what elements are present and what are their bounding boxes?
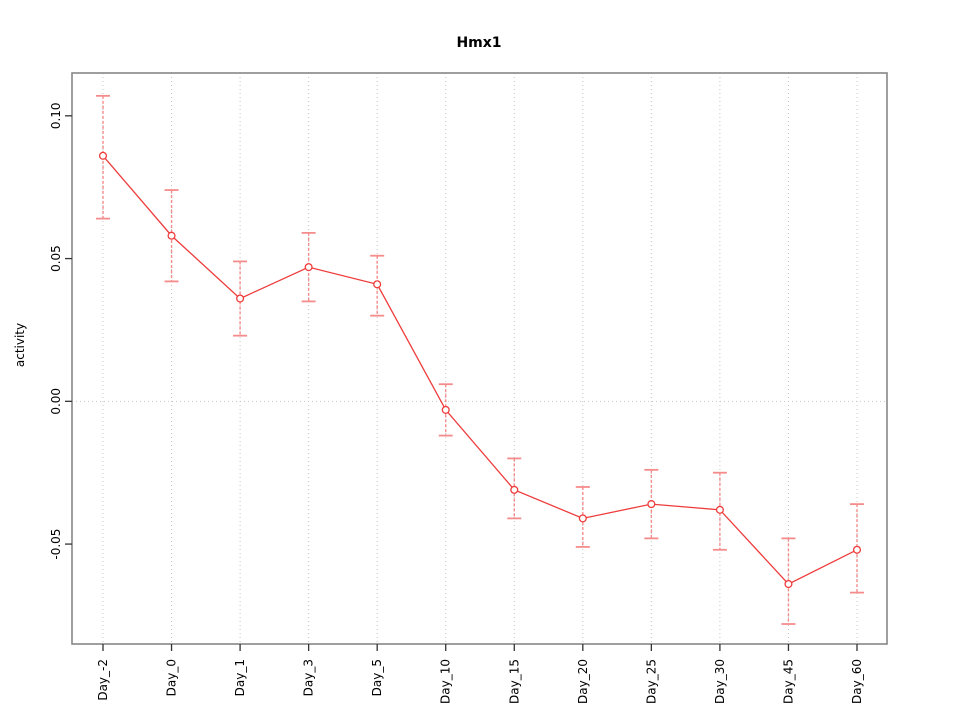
data-point [578,514,587,523]
plot-border [71,72,888,645]
data-point [715,505,724,514]
axis-layer: -0.05 0.00 0.05 0.10 Day_-2 Day_0 Day_1 Day_3 Da… [49,72,888,704]
chart-title: Hmx1 [456,35,501,51]
error-bar [575,486,590,548]
data-point [647,500,656,509]
error-bar [712,471,727,551]
data-point [236,294,245,303]
y-axis-label: activity [13,323,27,367]
x-tick-label: Day_0 [165,659,179,696]
error-bar [849,503,864,594]
data-point [784,579,793,589]
data-point [510,485,519,494]
data-point [852,545,862,554]
x-tick-label: Day_3 [302,659,316,696]
data-layer [96,94,864,625]
y-tick-label: 0.05 [49,245,63,272]
x-tick-label: Day_30 [713,659,727,704]
error-bar [507,457,522,520]
error-bar [370,254,385,317]
x-tick-label: Day_1 [233,659,247,696]
x-tick-label: Day_10 [439,659,453,704]
y-tick-label: 0.00 [49,388,63,415]
data-point [98,151,108,160]
data-point [441,405,450,414]
x-tick-label: Day_60 [850,659,864,704]
error-bar [644,468,659,540]
x-tick-label: Day_-2 [96,659,110,701]
y-tick-label: 0.10 [49,102,63,129]
x-tick-label: Day_15 [507,659,521,704]
x-tick-label: Day_45 [781,659,795,704]
x-tick-label: Day_20 [576,659,590,704]
data-point [304,263,313,272]
x-tick-label: Day_25 [644,659,658,704]
data-point [167,231,176,240]
x-tick-label: Day_5 [370,659,384,696]
series-line [102,155,858,585]
error-bar [301,231,316,303]
data-point [373,280,382,289]
y-tick-label: -0.05 [49,529,63,560]
